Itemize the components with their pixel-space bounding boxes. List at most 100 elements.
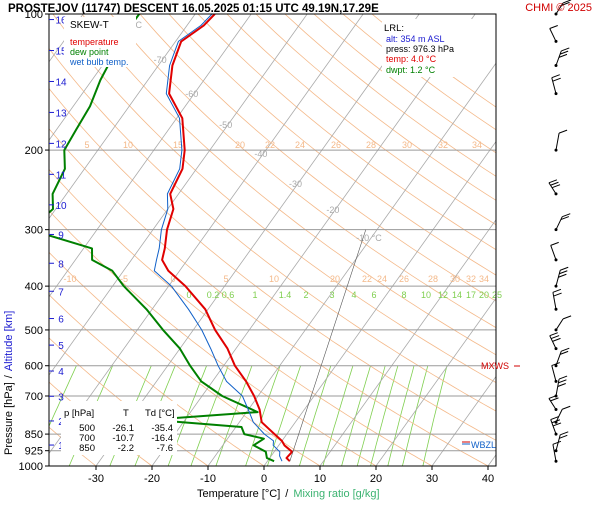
mixing-ratio-line	[341, 365, 371, 466]
mixing-ratio-label: 17	[466, 290, 476, 300]
isotherm-label: -20	[326, 205, 339, 215]
dry-adiabat-label: 20	[330, 274, 340, 284]
mixing-ratio-label: 0	[186, 290, 191, 300]
dry-adiabat-label: 24	[377, 274, 387, 284]
wind-barb-staff	[551, 77, 557, 94]
pressure-tick-label: 850	[25, 429, 43, 441]
wind-barb	[551, 74, 561, 96]
table-cell: -10.7	[112, 433, 134, 444]
isotherm-line	[95, 14, 420, 466]
lrl-dwpt: dwpt: 1.2 °C	[386, 65, 436, 75]
wind-barb-staff	[550, 419, 557, 435]
dry-adiabat-label: 5	[223, 274, 228, 284]
legend-wetbulb: wet bulb temp.	[69, 57, 129, 67]
mixing-ratio-label: 1	[252, 290, 257, 300]
wind-barb-feather	[551, 74, 560, 79]
altitude-tick-label: 12	[55, 139, 67, 150]
isotherm-line	[49, 14, 140, 141]
wind-barb-feather	[561, 47, 570, 52]
mixing-ratio-label: 0.2	[207, 290, 220, 300]
wind-barb-feather	[558, 379, 567, 384]
x-tick-label: 10	[314, 473, 326, 485]
wind-barb-feather	[562, 0, 572, 4]
dry-adiabat-label: 30	[402, 140, 412, 150]
dry-adiabat-label: 10	[123, 140, 133, 150]
pressure-tick-label: 300	[25, 225, 43, 237]
wind-barb-staff	[548, 398, 557, 410]
pressure-tick-label: 100	[25, 9, 43, 21]
x-axis-title-sep: /	[285, 488, 289, 500]
mixing-ratio-label: 25	[492, 290, 502, 300]
wind-barb-staff	[555, 434, 561, 451]
mixing-ratio-line	[356, 365, 386, 466]
isotherm-line	[49, 14, 308, 376]
mixing-ratio-line	[245, 365, 281, 466]
isotherm-line	[487, 454, 496, 466]
wind-barb	[554, 347, 570, 368]
dry-adiabat-label: 10	[269, 274, 279, 284]
wind-barb-staff	[548, 182, 557, 195]
dry-adiabat-line	[197, 14, 496, 251]
dry-adiabat-line	[255, 14, 496, 201]
isotherm-label: -60	[185, 89, 198, 99]
dry-adiabat-line	[168, 14, 496, 276]
y-axis-title-altitude: Altitude [km]	[3, 311, 15, 372]
altitude-tick-label: 13	[55, 108, 67, 119]
wind-barb-feather	[561, 1, 570, 6]
wind-barb	[552, 440, 562, 463]
wind-barb	[548, 179, 561, 196]
mixing-ratio-label: 4	[351, 290, 356, 300]
y-axis-title-pressure: Pressure [hPa]	[3, 382, 15, 455]
isotherm-line	[375, 297, 496, 466]
dry-adiabat-label: 28	[366, 140, 376, 150]
wind-barb-feather	[559, 434, 568, 439]
table-cell: -7.6	[157, 443, 173, 454]
wind-barb-staff	[555, 270, 561, 287]
wind-barb-feather	[562, 315, 572, 320]
isotherm-line	[49, 14, 196, 220]
legend-temperature: temperature	[70, 37, 119, 47]
pressure-tick-label: 700	[25, 391, 43, 403]
pressure-tick-label: 200	[25, 145, 43, 157]
isotherm-label: -70	[154, 55, 167, 65]
wind-barb-staff	[555, 216, 563, 230]
dry-adiabat-label: 34	[472, 140, 482, 150]
x-tick-label: -20	[144, 473, 160, 485]
wind-barb-feather	[548, 179, 558, 184]
wind-barb	[554, 405, 571, 424]
x-tick-label: 40	[482, 473, 494, 485]
wind-barb	[551, 362, 560, 383]
dry-adiabat-line	[81, 14, 496, 356]
dry-adiabat-label: 0	[170, 274, 175, 284]
wind-barb-feather	[557, 383, 566, 387]
series-line-dew-point	[49, 14, 275, 463]
wind-barb	[554, 266, 569, 288]
x-tick-label: 30	[426, 473, 438, 485]
wind-barb-feather	[560, 431, 569, 436]
wind-barb-staff	[552, 444, 557, 462]
x-tick-label: 0	[261, 473, 267, 485]
altitude-tick-label: 15	[55, 47, 67, 58]
wind-barb-feather	[550, 335, 560, 340]
dry-adiabat-line	[110, 14, 496, 329]
isotherm-label: -10 °C	[356, 233, 382, 243]
wind-barb	[554, 0, 572, 16]
wind-barb-staff	[551, 365, 557, 382]
mixing-ratio-label: 12	[438, 290, 448, 300]
dry-adiabat-label: 5	[84, 140, 89, 150]
wind-barb-feather	[550, 397, 559, 402]
header-title: PROSTEJOV (11747) DESCENT 16.05.2025 01:…	[8, 3, 379, 15]
wind-barb	[548, 394, 559, 412]
level-table-box	[61, 401, 177, 455]
altitude-tick-label: 11	[56, 170, 67, 181]
series-line-wet-bulb-temp	[153, 14, 283, 462]
legend-title: SKEW-T	[70, 20, 109, 31]
isotherm-line	[207, 62, 496, 466]
mixing-ratio-label: 14	[452, 290, 462, 300]
mixing-ratio-line	[267, 365, 301, 466]
table-header-p: p [hPa]	[64, 408, 94, 419]
dry-adiabat-label: 32	[438, 140, 448, 150]
pressure-tick-label: 1000	[19, 461, 43, 473]
mixing-ratio-line	[49, 365, 77, 428]
